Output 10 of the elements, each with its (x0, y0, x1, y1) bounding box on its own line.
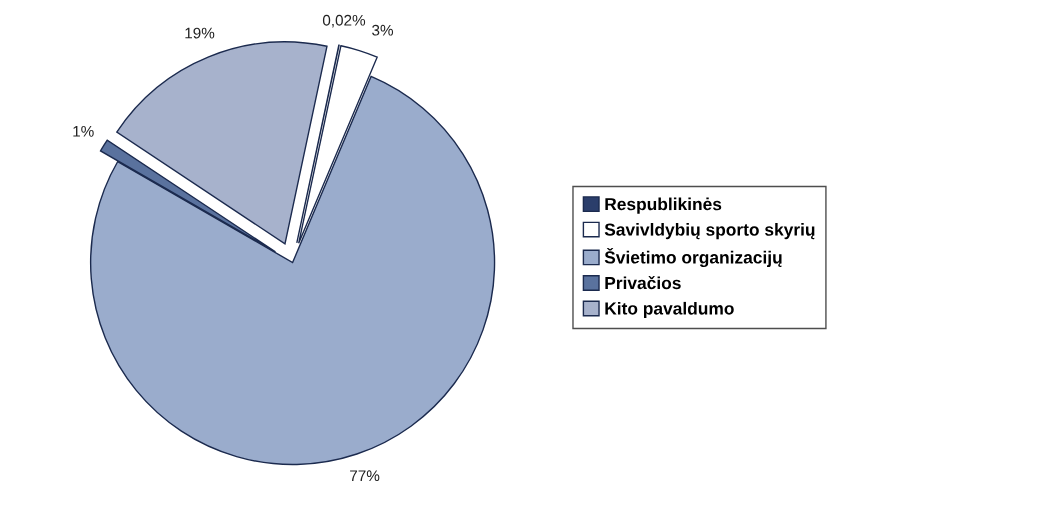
legend-label: Kito pavaldumo (605, 301, 734, 319)
data-label: 0,02% (322, 14, 366, 28)
data-label: 77% (350, 470, 380, 482)
legend-label: Švietimo organizacijų (604, 247, 782, 268)
data-label: 3% (372, 24, 394, 36)
data-label: 1% (73, 126, 94, 137)
legend-label: Privačios (605, 276, 681, 290)
data-label: 19% (185, 27, 215, 39)
legend-label: Savivldybių sporto skyrių (604, 223, 815, 240)
legend-label: Respublikinės (605, 197, 722, 214)
